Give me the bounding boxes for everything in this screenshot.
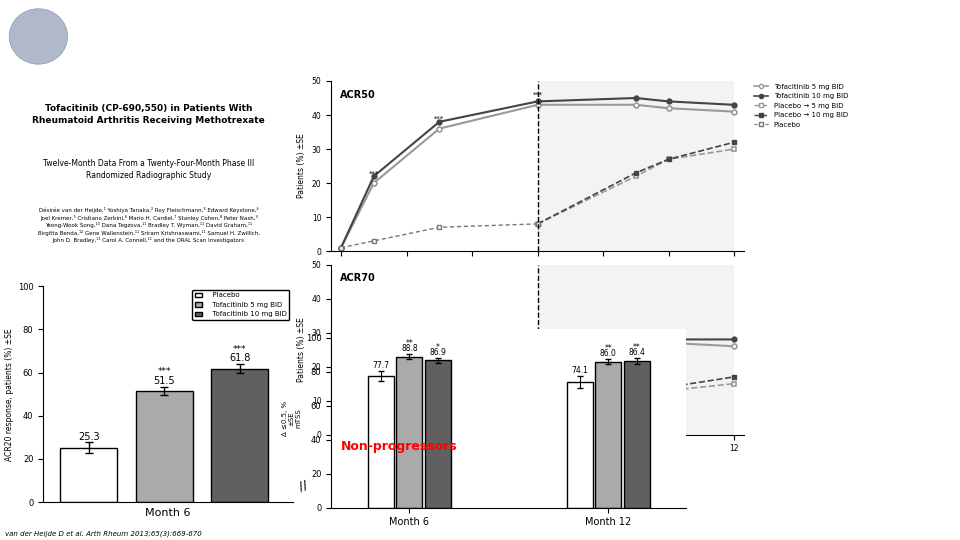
Legend: Tofacitinib 5 mg BID, Tofacitinib 10 mg BID, Placebo → 5 mg BID, Placebo → 10 mg: Tofacitinib 5 mg BID, Tofacitinib 10 mg …	[752, 81, 851, 131]
Y-axis label: ACR20 response, patients (%) ±SE: ACR20 response, patients (%) ±SE	[5, 328, 13, 461]
Text: **: **	[405, 340, 413, 348]
Text: ORAL-Scan: ORAL-Scan	[19, 65, 86, 75]
Text: ***: ***	[434, 357, 444, 363]
Text: van der Heijde D et al. Arth Rheum 2013;65(3):669-670: van der Heijde D et al. Arth Rheum 2013;…	[5, 531, 202, 537]
Text: 86.0: 86.0	[600, 349, 616, 358]
Text: 25.3: 25.3	[78, 432, 100, 442]
Bar	[424, 360, 451, 508]
Text: 61.8: 61.8	[229, 353, 251, 363]
Text: 86.4: 86.4	[628, 348, 645, 357]
Legend:   Placebo,   Tofacitinib 5 mg BID,   Tofacitinib 10 mg BID: Placebo, Tofacitinib 5 mg BID, Tofacitin…	[556, 430, 662, 471]
Bar	[595, 362, 621, 508]
Text: ACR50: ACR50	[340, 90, 375, 99]
Text: ACR70: ACR70	[340, 273, 375, 283]
Text: ***: ***	[157, 367, 171, 376]
Y-axis label: Patients (%) ±SE: Patients (%) ±SE	[298, 134, 306, 198]
Text: ***: ***	[533, 340, 542, 346]
Bar	[538, 265, 734, 435]
Text: ***: ***	[434, 116, 444, 122]
Text: ***: ***	[369, 170, 379, 176]
Bar	[368, 376, 394, 508]
Text: 86.9: 86.9	[429, 348, 446, 356]
Text: ***: ***	[233, 345, 247, 354]
Bar	[60, 448, 117, 502]
Bar	[538, 81, 734, 251]
Circle shape	[10, 9, 67, 64]
Legend:   Placebo,   Tofacitinib 5 mg BID,   Tofacitinib 10 mg BID: Placebo, Tofacitinib 5 mg BID, Tofacitin…	[192, 289, 289, 320]
Text: Tofacitinib (CP-690,550) in Patients With
Rheumatoid Arthritis Receiving Methotr: Tofacitinib (CP-690,550) in Patients Wit…	[33, 104, 265, 125]
Bar	[136, 391, 193, 502]
Text: Twelve-Month Data From a Twenty-Four-Month Phase III
Randomized Radiographic Stu: Twelve-Month Data From a Twenty-Four-Mon…	[43, 159, 254, 180]
Text: 77.7: 77.7	[372, 361, 390, 369]
Text: 74.1: 74.1	[571, 366, 588, 375]
Bar	[624, 361, 650, 508]
Bar	[211, 369, 268, 502]
Text: MTX-IR: TOF+MTX vs. MTX: Αποτελεσματικότητα: MTX-IR: TOF+MTX vs. MTX: Αποτελεσματικότ…	[116, 23, 844, 50]
Text: **: **	[633, 343, 640, 353]
Bar	[396, 357, 422, 508]
Text: 88.8: 88.8	[401, 345, 418, 353]
X-axis label: Month 6: Month 6	[145, 508, 191, 518]
Text: 51.5: 51.5	[154, 375, 175, 386]
Text: //: //	[297, 478, 309, 494]
Text: Désirée van der Heijde,¹ Yoshiya Tanaka,² Roy Fleischmann,³ Edward Keystone,⁴
Jo: Désirée van der Heijde,¹ Yoshiya Tanaka,…	[37, 207, 260, 244]
Y-axis label: Δ ≤0.5, %
±SE
mTSS: Δ ≤0.5, % ±SE mTSS	[281, 401, 301, 436]
Text: **: **	[371, 395, 377, 401]
Text: *: *	[436, 343, 440, 352]
Text: **: **	[605, 344, 612, 353]
Text: Non-progressors: Non-progressors	[341, 440, 457, 453]
Text: ***: ***	[533, 92, 542, 98]
Bar	[566, 382, 593, 508]
Y-axis label: Patients (%) ±SE: Patients (%) ±SE	[298, 318, 306, 382]
